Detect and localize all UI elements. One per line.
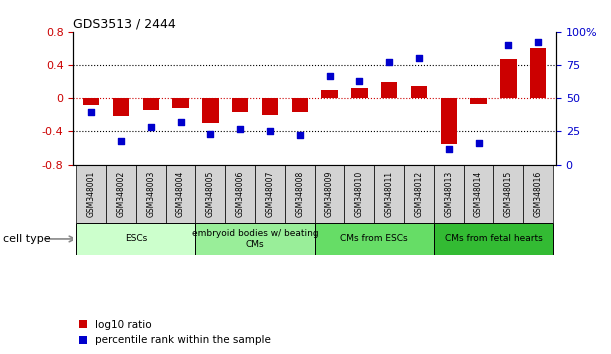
Text: ESCs: ESCs (125, 234, 147, 244)
FancyBboxPatch shape (285, 165, 315, 223)
Text: GSM348005: GSM348005 (206, 171, 215, 217)
Text: GSM348010: GSM348010 (355, 171, 364, 217)
Text: GSM348006: GSM348006 (236, 171, 244, 217)
FancyBboxPatch shape (225, 165, 255, 223)
Bar (530, 48, 546, 98)
Bar (142, 98, 159, 110)
Point (265, 129, 275, 134)
FancyBboxPatch shape (464, 165, 494, 223)
Point (235, 126, 245, 132)
Point (295, 132, 305, 138)
Point (414, 56, 424, 61)
Bar (291, 98, 308, 112)
Text: GSM348015: GSM348015 (504, 171, 513, 217)
Bar (83, 98, 100, 105)
FancyBboxPatch shape (404, 165, 434, 223)
FancyBboxPatch shape (196, 223, 315, 255)
Point (474, 141, 483, 146)
Text: GSM348009: GSM348009 (325, 171, 334, 217)
Text: GSM348012: GSM348012 (414, 171, 423, 217)
Point (384, 59, 394, 65)
Text: GSM348016: GSM348016 (533, 171, 543, 217)
Bar (351, 88, 368, 98)
FancyBboxPatch shape (434, 223, 553, 255)
Bar (381, 82, 397, 98)
FancyBboxPatch shape (76, 165, 106, 223)
Bar (411, 86, 427, 98)
Bar (172, 98, 189, 108)
Point (503, 42, 513, 48)
Point (444, 146, 453, 152)
Text: GSM348013: GSM348013 (444, 171, 453, 217)
Point (354, 78, 364, 84)
Bar (500, 59, 516, 98)
FancyBboxPatch shape (255, 165, 285, 223)
FancyBboxPatch shape (166, 165, 196, 223)
FancyBboxPatch shape (434, 165, 464, 223)
Text: GSM348004: GSM348004 (176, 171, 185, 217)
FancyBboxPatch shape (196, 165, 225, 223)
Point (146, 125, 156, 130)
Text: GSM348002: GSM348002 (117, 171, 125, 217)
Bar (441, 98, 457, 144)
Text: GSM348008: GSM348008 (295, 171, 304, 217)
Bar (262, 98, 278, 115)
Bar (321, 90, 338, 98)
FancyBboxPatch shape (494, 165, 523, 223)
Point (86, 109, 96, 114)
FancyBboxPatch shape (315, 223, 434, 255)
Point (324, 73, 334, 79)
FancyBboxPatch shape (523, 165, 553, 223)
Text: GSM348007: GSM348007 (265, 171, 274, 217)
Bar (113, 98, 129, 116)
Text: GDS3513 / 2444: GDS3513 / 2444 (73, 18, 176, 31)
Point (205, 131, 215, 137)
FancyBboxPatch shape (375, 165, 404, 223)
Text: GSM348003: GSM348003 (146, 171, 155, 217)
Text: GSM348011: GSM348011 (385, 171, 393, 217)
Legend: log10 ratio, percentile rank within the sample: log10 ratio, percentile rank within the … (79, 320, 271, 345)
FancyBboxPatch shape (136, 165, 166, 223)
Text: embryoid bodies w/ beating
CMs: embryoid bodies w/ beating CMs (192, 229, 318, 249)
Point (533, 40, 543, 45)
Text: cell type: cell type (3, 234, 51, 244)
Bar (202, 98, 219, 123)
FancyBboxPatch shape (315, 165, 345, 223)
Point (116, 138, 126, 144)
Text: GSM348001: GSM348001 (87, 171, 96, 217)
FancyBboxPatch shape (345, 165, 375, 223)
Point (176, 119, 186, 125)
Text: CMs from ESCs: CMs from ESCs (340, 234, 408, 244)
FancyBboxPatch shape (106, 165, 136, 223)
Text: GSM348014: GSM348014 (474, 171, 483, 217)
Bar (232, 98, 248, 112)
Bar (470, 98, 487, 104)
FancyBboxPatch shape (76, 223, 196, 255)
Text: CMs from fetal hearts: CMs from fetal hearts (445, 234, 543, 244)
